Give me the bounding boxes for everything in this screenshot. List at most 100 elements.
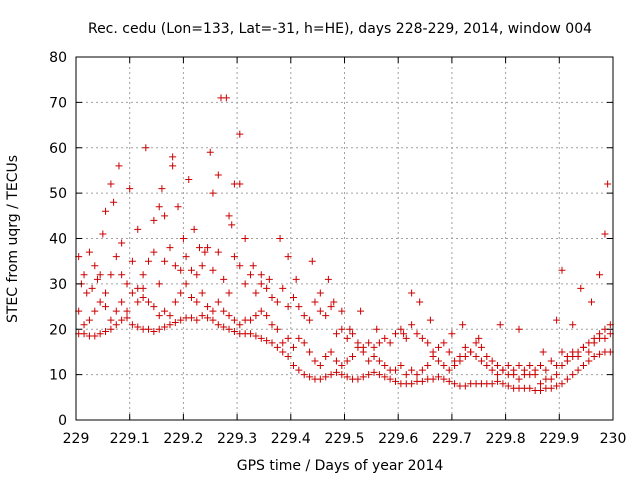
data-point <box>96 330 104 338</box>
data-point <box>316 375 324 383</box>
data-point <box>128 289 136 297</box>
data-point <box>295 303 303 311</box>
data-point <box>542 366 550 374</box>
data-point <box>128 257 136 265</box>
data-point <box>161 323 169 331</box>
data-point <box>96 298 104 306</box>
data-point <box>332 357 340 365</box>
y-tick-label: 80 <box>49 50 67 66</box>
data-point <box>332 368 340 376</box>
x-tick-label: 229.4 <box>271 431 311 447</box>
data-point <box>85 248 93 256</box>
data-point <box>440 375 448 383</box>
data-point <box>604 180 612 188</box>
data-point <box>327 303 335 311</box>
data-point <box>574 352 582 360</box>
data-point <box>161 212 169 220</box>
data-point <box>373 325 381 333</box>
data-point <box>349 330 357 338</box>
data-point <box>171 318 179 326</box>
data-point <box>553 371 561 379</box>
data-point <box>295 334 303 342</box>
data-point <box>547 357 555 365</box>
data-point <box>510 366 518 374</box>
data-point <box>311 357 319 365</box>
data-point <box>187 314 195 322</box>
data-point <box>338 307 346 315</box>
data-point <box>126 185 134 193</box>
data-point <box>252 312 260 320</box>
data-point <box>588 298 596 306</box>
data-point <box>155 325 163 333</box>
data-point <box>263 284 271 292</box>
data-point <box>187 266 195 274</box>
data-point <box>123 314 131 322</box>
data-point <box>96 271 104 279</box>
data-point <box>247 330 255 338</box>
data-point <box>343 357 351 365</box>
data-point <box>118 271 126 279</box>
data-point <box>357 307 365 315</box>
data-point <box>499 366 507 374</box>
data-point <box>273 298 281 306</box>
data-point <box>263 337 271 345</box>
data-point <box>177 289 185 297</box>
data-point <box>80 321 88 329</box>
data-point <box>225 212 233 220</box>
data-point <box>204 303 212 311</box>
data-point <box>112 307 120 315</box>
data-point <box>472 352 480 360</box>
data-point <box>155 203 163 211</box>
data-point <box>128 321 136 329</box>
data-point <box>494 362 502 370</box>
data-point <box>472 339 480 347</box>
data-point <box>228 221 236 229</box>
data-point <box>375 371 383 379</box>
data-point <box>230 253 238 261</box>
data-point <box>257 280 265 288</box>
data-point <box>381 334 389 342</box>
data-point <box>553 316 561 324</box>
data-point <box>263 312 271 320</box>
y-tick-label: 60 <box>49 141 67 157</box>
data-point <box>236 180 244 188</box>
data-point <box>279 339 287 347</box>
data-point <box>558 348 566 356</box>
data-point <box>330 298 338 306</box>
data-point <box>236 262 244 270</box>
y-axis-label: STEC from uqrg / TECUs <box>5 155 21 323</box>
data-point <box>504 371 512 379</box>
data-point <box>289 293 297 301</box>
data-point <box>402 334 410 342</box>
data-point <box>169 153 177 161</box>
data-point <box>451 357 459 365</box>
data-point <box>408 366 416 374</box>
data-point <box>311 298 319 306</box>
data-point <box>110 198 118 206</box>
data-point <box>225 289 233 297</box>
data-point <box>413 371 421 379</box>
data-point <box>547 375 555 383</box>
data-point <box>91 332 99 340</box>
data-point <box>424 339 432 347</box>
data-point <box>236 321 244 329</box>
data-point <box>475 334 483 342</box>
data-point <box>596 271 604 279</box>
data-point <box>547 384 555 392</box>
data-point <box>381 373 389 381</box>
data-point <box>316 307 324 315</box>
data-point <box>392 377 400 385</box>
data-point <box>359 343 367 351</box>
data-point <box>158 185 166 193</box>
data-point <box>445 348 453 356</box>
data-point <box>499 380 507 388</box>
data-point <box>80 330 88 338</box>
data-point <box>418 334 426 342</box>
data-point <box>445 366 453 374</box>
data-point <box>332 330 340 338</box>
data-point <box>209 307 217 315</box>
data-point <box>397 325 405 333</box>
data-point <box>488 380 496 388</box>
data-point <box>182 253 190 261</box>
data-point <box>354 375 362 383</box>
